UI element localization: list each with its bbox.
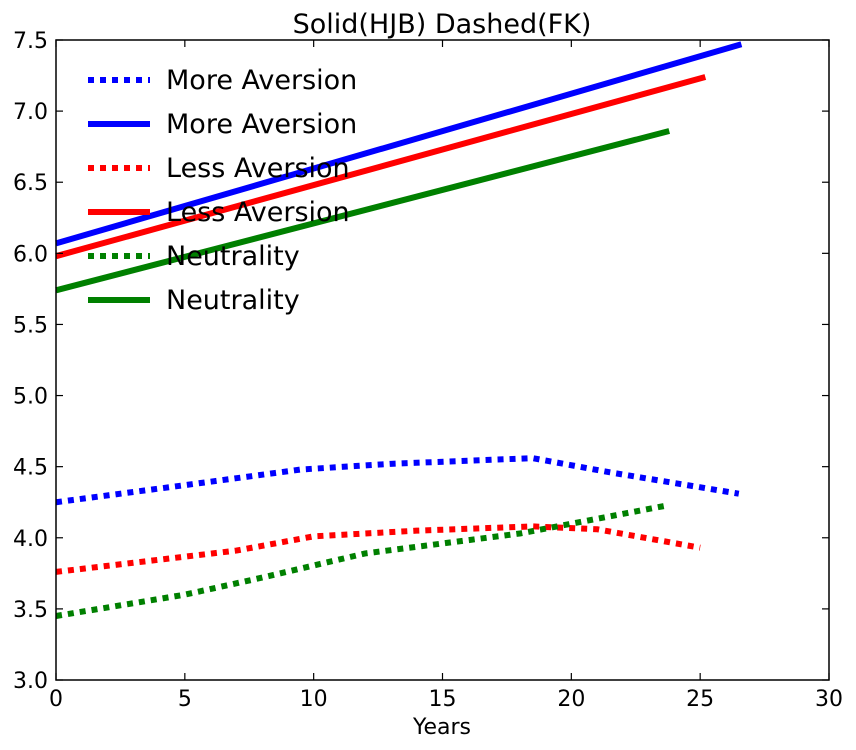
x-axis-label: Years <box>412 715 471 740</box>
legend: More Aversion More Aversion Less Aversion L… <box>88 65 357 316</box>
legend-label: More Aversion <box>166 65 357 96</box>
x-tick-label: 25 <box>686 687 714 712</box>
x-tick-label: 10 <box>300 687 328 712</box>
y-tick-label: 4.5 <box>13 456 48 481</box>
legend-label: Neutrality <box>166 241 300 272</box>
y-tick-label: 3.5 <box>13 598 48 623</box>
y-tick-label: 3.0 <box>13 669 48 694</box>
legend-label: Less Aversion <box>166 197 350 228</box>
x-tick-label: 15 <box>429 687 457 712</box>
x-tick-label: 20 <box>557 687 585 712</box>
y-tick-label: 4.0 <box>13 527 48 552</box>
series-line-more-aversion-solid <box>55 41 743 247</box>
y-tick-label: 7.0 <box>13 100 48 125</box>
y-tick-label: 7.5 <box>13 29 48 54</box>
legend-label: More Aversion <box>166 109 357 140</box>
series-line-neutrality-dotted <box>55 502 670 619</box>
series-line-less-aversion-solid <box>55 74 707 260</box>
legend-label: Less Aversion <box>166 153 350 184</box>
axes: 0 5 10 15 20 25 30 3.0 3.5 4.0 4.5 5.0 5.5 6.0 6.5 7.0 7… <box>13 29 843 712</box>
x-tick-label: 30 <box>815 687 843 712</box>
y-tick-label: 6.5 <box>13 171 48 196</box>
y-tick-label: 5.5 <box>13 313 48 338</box>
chart-title: Solid(HJB) Dashed(FK) <box>293 9 592 40</box>
plot-area <box>55 41 743 619</box>
y-tick-label: 6.0 <box>13 242 48 267</box>
series-line-neutrality-solid <box>55 128 671 294</box>
legend-label: Neutrality <box>166 285 300 316</box>
x-tick-label: 0 <box>49 687 63 712</box>
series-line-more-aversion-dotted <box>55 455 740 506</box>
x-tick-label: 5 <box>178 687 192 712</box>
series-line-less-aversion-dotted <box>55 523 701 575</box>
y-tick-label: 5.0 <box>13 385 48 410</box>
